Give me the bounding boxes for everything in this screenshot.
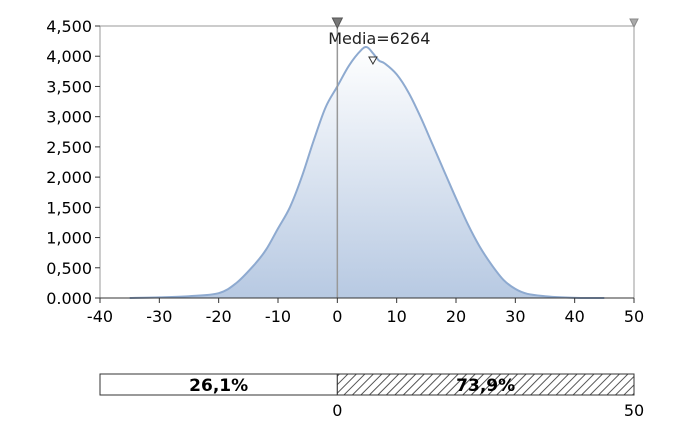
y-tick-label: 0.000 [46,289,92,308]
probability-start-label: 0 [332,401,342,420]
right-limit-handle-icon[interactable] [629,18,639,29]
x-tick-label: 40 [564,307,584,326]
density-line [129,46,605,300]
y-tick-label: 3,000 [46,108,92,127]
x-tick-label: 20 [446,307,466,326]
y-axis: 0.000 0,500 1,000 1,500 2,000 2,500 3,000 3,500… [46,17,100,308]
probability-right-segment[interactable] [336,373,635,396]
density-area [129,47,605,299]
y-tick-label: 4,500 [46,17,92,36]
x-tick-label: -20 [206,307,232,326]
probability-bar[interactable]: 26,1% 73,9% 0 50 [99,373,644,420]
x-axis: -40 -30 -20 -10 0 10 20 30 40 50 [87,298,644,326]
y-tick-label: 3,500 [46,77,92,96]
y-tick-label: 0,500 [46,259,92,278]
probability-right-label: 73,9% [456,376,515,396]
y-tick-label: 1,500 [46,198,92,217]
y-tick-label: 2,500 [46,138,92,157]
x-tick-label: 50 [624,307,644,326]
mean-marker-icon [368,56,378,66]
y-tick-label: 2,000 [46,168,92,187]
x-tick-label: 0 [332,307,342,326]
x-tick-label: -40 [87,307,113,326]
x-tick-label: -10 [265,307,291,326]
probability-end-label: 50 [624,401,644,420]
mean-annotation: Media=6264 [328,29,430,48]
y-tick-label: 4,000 [46,47,92,66]
left-limit-handle-icon[interactable] [331,17,344,30]
probability-left-label: 26,1% [189,376,248,396]
x-tick-label: -30 [146,307,172,326]
x-tick-label: 30 [505,307,525,326]
y-tick-label: 1,000 [46,229,92,248]
x-tick-label: 10 [386,307,406,326]
